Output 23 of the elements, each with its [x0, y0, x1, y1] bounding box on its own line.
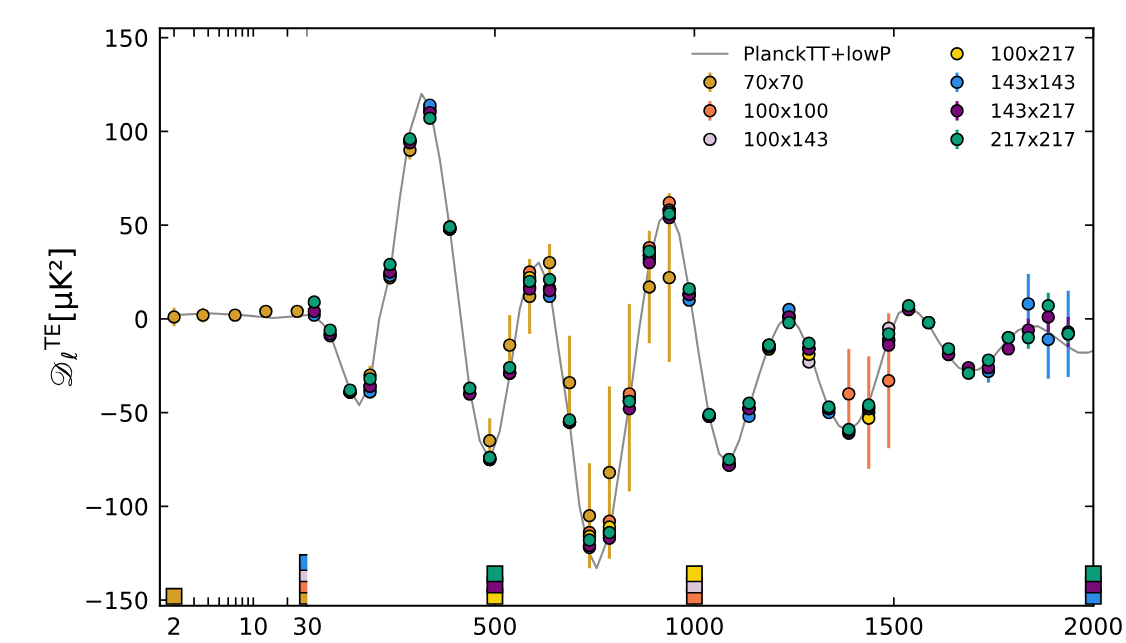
- y-tick-label: −50: [101, 404, 148, 422]
- legend-label: 217x217: [991, 131, 1075, 147]
- y-tick-label: −150: [86, 591, 148, 610]
- legend-label: 143x217: [992, 103, 1075, 118]
- x-tick-label: 500: [474, 617, 516, 636]
- legend-label: 100x217: [992, 46, 1075, 61]
- y-tick-label: 100: [106, 122, 148, 141]
- legend-label: 100x143: [745, 131, 828, 147]
- x-tick-label: 1000: [666, 617, 723, 636]
- y-axis-title: 𝒟$_{ℓ}$$^{TE}$[μK²]: [44, 249, 79, 387]
- x-tick-label: 2000: [1065, 617, 1122, 636]
- legend-label: 70x70: [744, 74, 803, 90]
- y-tick-label: 150: [106, 29, 148, 47]
- y-tick-label: 0: [135, 310, 148, 329]
- x-tick-label: 1500: [866, 617, 923, 636]
- legend-label: PlanckTT+lowP: [744, 45, 891, 61]
- legend-label: 143x143: [992, 74, 1075, 90]
- x-tick-label: 10: [240, 617, 267, 636]
- x-tick-label: 30: [294, 617, 321, 636]
- y-tick-label: 50: [120, 216, 148, 235]
- y-tick-label: −100: [86, 497, 148, 516]
- legend-label: 100x100: [745, 103, 828, 118]
- x-tick-label: 2: [168, 617, 180, 635]
